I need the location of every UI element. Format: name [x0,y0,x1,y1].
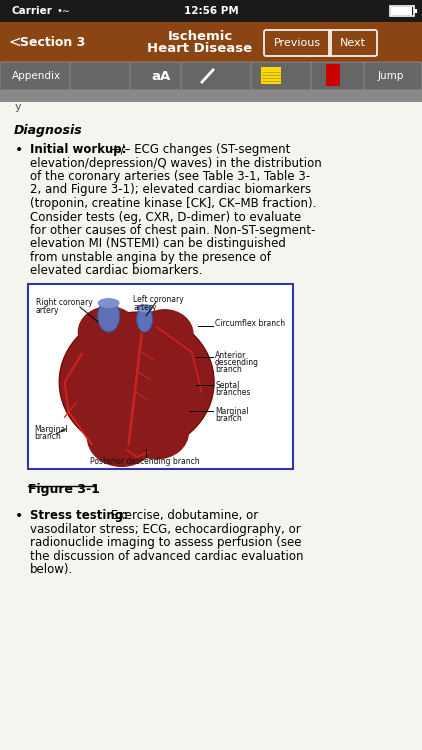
Bar [390,6,414,16]
Text: radionuclide imaging to assess perfusion (see: radionuclide imaging to assess perfusion… [30,536,301,549]
Text: below).: below). [30,563,73,576]
Text: vasodilator stress; ECG, echocardiography, or: vasodilator stress; ECG, echocardiograph… [30,523,301,536]
Ellipse shape [87,407,157,467]
Bar [0,90,422,102]
Text: elevation MI (NSTEMI) can be distinguished: elevation MI (NSTEMI) can be distinguish… [30,238,286,250]
Text: Figure 3-1: Figure 3-1 [28,483,100,496]
Text: Consider tests (eg, CXR, D-dimer) to evaluate: Consider tests (eg, CXR, D-dimer) to eva… [30,211,301,224]
Text: Initial workup:: Initial workup: [30,143,127,156]
Text: y: y [15,102,22,112]
Text: branch: branch [215,365,242,374]
Text: Septal: Septal [215,381,239,390]
Text: Appendix: Appendix [11,71,61,81]
Bar [391,7,412,15]
Ellipse shape [135,309,194,359]
Ellipse shape [137,304,153,312]
Bar [326,64,340,86]
Text: Next: Next [340,38,366,48]
Ellipse shape [59,312,214,452]
Text: from unstable angina by the presence of: from unstable angina by the presence of [30,251,271,264]
Text: branch: branch [215,414,242,423]
FancyBboxPatch shape [70,62,132,90]
Text: branch: branch [34,432,61,441]
Text: elevated cardiac biomarkers.: elevated cardiac biomarkers. [30,265,203,278]
Text: artery: artery [36,306,60,315]
Text: Marginal: Marginal [34,425,68,434]
Text: <: < [8,34,21,50]
Text: 12:56 PM: 12:56 PM [184,6,238,16]
Text: Section 3: Section 3 [20,35,85,49]
Ellipse shape [97,300,120,332]
Text: aA: aA [151,70,170,82]
Text: Ischemic: Ischemic [168,29,233,43]
Bar [0,90,422,750]
Text: 2, and Figure 3-1); elevated cardiac biomarkers: 2, and Figure 3-1); elevated cardiac bio… [30,184,311,196]
Text: descending: descending [215,358,259,367]
Text: Posterior descending branch: Posterior descending branch [90,457,200,466]
Text: of the coronary arteries (see Table 3-1, Table 3-: of the coronary arteries (see Table 3-1,… [30,170,310,183]
FancyBboxPatch shape [311,62,366,90]
Text: Right coronary: Right coronary [36,298,93,307]
Text: Stress testing:: Stress testing: [30,509,128,522]
Text: •: • [15,509,23,523]
FancyBboxPatch shape [181,62,253,90]
Text: Marginal: Marginal [215,407,249,416]
Text: Anterior: Anterior [215,351,246,360]
Bar [28,284,293,469]
FancyBboxPatch shape [130,62,182,90]
Ellipse shape [78,306,140,358]
Text: +/– ECG changes (ST-segment: +/– ECG changes (ST-segment [107,143,291,156]
Text: (troponin, creatine kinase [CK], CK–MB fraction).: (troponin, creatine kinase [CK], CK–MB f… [30,197,316,210]
Text: for other causes of chest pain. Non-ST-segment-: for other causes of chest pain. Non-ST-s… [30,224,316,237]
Text: Left coronary: Left coronary [133,295,184,304]
Text: Jump: Jump [378,71,404,81]
Text: •∼: •∼ [57,6,71,16]
Text: Carrier: Carrier [12,6,53,16]
Bar [0,0,422,22]
Text: Heart Disease: Heart Disease [147,43,252,56]
Text: the discussion of advanced cardiac evaluation: the discussion of advanced cardiac evalu… [30,550,303,562]
Ellipse shape [137,306,153,332]
Text: •: • [15,143,23,157]
Text: elevation/depression/Q waves) in the distribution: elevation/depression/Q waves) in the dis… [30,157,322,170]
Text: Diagnosis: Diagnosis [14,124,83,137]
Ellipse shape [97,298,120,308]
FancyBboxPatch shape [251,62,313,90]
Bar [0,62,422,90]
Ellipse shape [124,404,189,460]
Bar [261,67,281,84]
Text: Exercise, dobutamine, or: Exercise, dobutamine, or [107,509,259,522]
Text: Circumflex branch: Circumflex branch [215,320,285,328]
Bar [0,22,422,62]
FancyBboxPatch shape [0,62,72,90]
Text: Previous: Previous [273,38,321,48]
Text: branches: branches [215,388,250,397]
FancyBboxPatch shape [364,62,422,90]
Bar [414,9,417,13]
Text: artery: artery [133,303,157,312]
